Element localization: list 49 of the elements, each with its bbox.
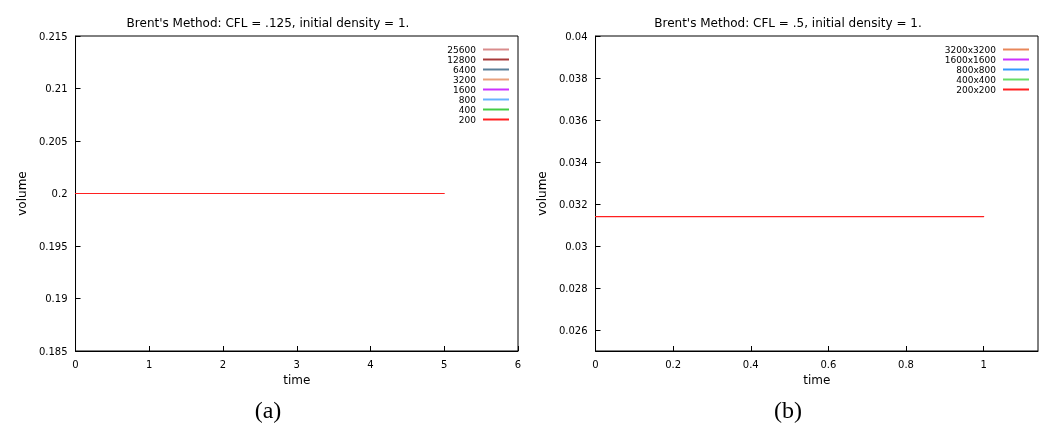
y-tick-label: 0.195 — [38, 240, 68, 252]
y-tick-label: 0.2 — [51, 188, 68, 199]
x-axis-title: time — [283, 372, 311, 387]
legend-label: 800 — [458, 94, 477, 105]
y-tick-label: 0.19 — [45, 293, 68, 304]
x-tick-label: 4 — [367, 358, 374, 370]
x-tick-label: 2 — [219, 358, 227, 370]
chart-title: Brent's Method: CFL = .125, initial density = 1. — [126, 16, 410, 30]
legend-label: 3200x3200 — [944, 44, 997, 55]
y-tick-label: 0.032 — [558, 198, 588, 210]
text: (a) — [254, 397, 282, 423]
y-axis-title: volume — [15, 171, 29, 216]
x-tick-label: 0.2 — [665, 358, 682, 370]
legend-label: 400 — [458, 104, 477, 115]
chart-title: Brent's Method: CFL = .5, initial density = 1. — [654, 16, 922, 30]
x-tick-label: 1 — [980, 358, 987, 370]
y-tick-label: 0.026 — [558, 324, 588, 336]
legend-label: 200x200 — [956, 84, 997, 95]
y-tick-label: 0.215 — [38, 30, 68, 42]
y-tick-label: 0.038 — [558, 72, 588, 84]
y-axis-title: volume — [535, 171, 549, 216]
x-tick-label: 0.8 — [898, 358, 914, 370]
text: (b) — [774, 397, 802, 423]
legend-label: 25600 — [447, 44, 477, 55]
y-tick-label: 0.036 — [558, 114, 588, 126]
x-tick-label: 0.6 — [820, 358, 837, 370]
y-tick-label: 0.205 — [38, 135, 68, 147]
x-axis-title: time — [803, 372, 831, 387]
y-tick-label: 0.03 — [565, 240, 588, 252]
x-tick-label: 0.4 — [742, 358, 759, 370]
legend-label: 12800 — [447, 54, 477, 65]
legend-label: 1600 — [453, 84, 477, 95]
y-tick-label: 0.185 — [38, 345, 68, 357]
legend-label: 6400 — [453, 64, 477, 75]
legend-label: 200 — [458, 114, 477, 125]
legend-label: 3200 — [453, 74, 477, 85]
x-tick-label: 0 — [72, 358, 79, 370]
legend-label: 400x400 — [956, 74, 997, 85]
x-tick-label: 3 — [293, 358, 300, 370]
y-tick-label: 0.034 — [558, 156, 588, 168]
x-tick-label: 0 — [592, 358, 599, 370]
y-tick-label: 0.04 — [565, 30, 588, 42]
x-tick-label: 6 — [514, 358, 522, 370]
x-tick-label: 5 — [441, 358, 448, 370]
legend-label: 1600x1600 — [944, 54, 997, 65]
legend-label: 800x800 — [956, 64, 997, 75]
y-tick-label: 0.21 — [45, 83, 68, 94]
x-tick-label: 1 — [146, 358, 153, 370]
y-tick-label: 0.028 — [558, 282, 588, 294]
